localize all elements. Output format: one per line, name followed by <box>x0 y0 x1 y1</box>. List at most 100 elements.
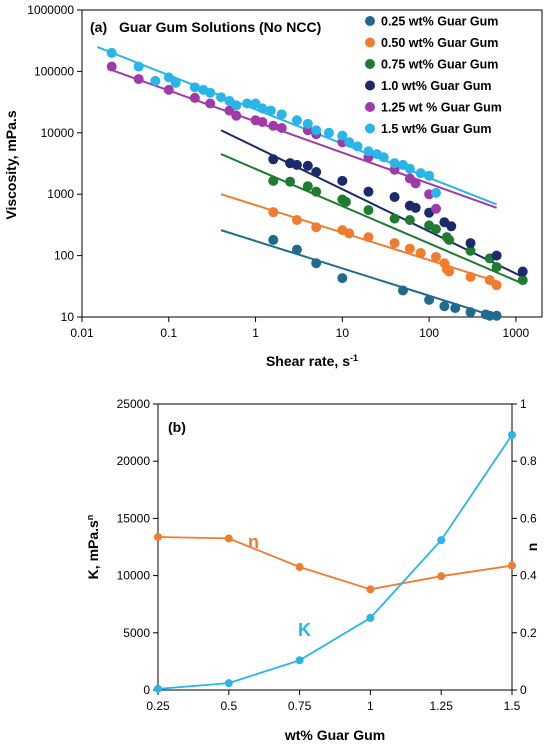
chart-b-x-tick-label: 1.25 <box>430 699 454 713</box>
chart-a-data-point <box>302 118 313 129</box>
chart-a-data-point <box>404 243 415 254</box>
chart-a-data-point <box>517 275 528 286</box>
chart-b-data-point <box>366 585 375 594</box>
chart-a-data-point <box>216 92 227 103</box>
chart-a-legend-marker <box>365 59 375 69</box>
chart-b-panel-label: (b) <box>168 419 186 435</box>
chart-a-data-point <box>311 258 322 269</box>
chart-a-xlabel: Shear rate, s-1 <box>266 353 358 369</box>
chart-a-data-point <box>491 250 502 261</box>
chart-a-fit-lines <box>96 46 524 318</box>
chart-a-y-tick-label: 10000 <box>41 126 75 140</box>
chart-a-data-point <box>276 122 287 133</box>
chart-a-legend-marker <box>365 102 375 112</box>
chart-a-x-tick-label: 100 <box>419 326 439 340</box>
chart-b-data-point <box>224 534 233 543</box>
chart-a-data-point <box>337 273 348 284</box>
chart-a-legend: 0.25 wt% Guar Gum 0.50 wt% Guar Gum 0.75 w… <box>365 15 502 136</box>
chart-a-data-point <box>133 61 144 72</box>
chart-a-data-point <box>424 294 435 305</box>
chart-b-data-point <box>224 679 233 688</box>
chart-a-data-point <box>323 127 334 138</box>
chart-a-data-point <box>424 170 435 181</box>
chart-a-data-point <box>439 301 450 312</box>
chart-b-x-tick-label: 0.75 <box>288 699 312 713</box>
chart-a-data-point <box>340 196 351 207</box>
chart-a-plot-area <box>81 9 543 318</box>
chart-a-x-tick-label: 1 <box>252 326 259 340</box>
chart-a-data-point <box>491 280 502 291</box>
chart-a-data-point <box>242 98 253 109</box>
chart-a-legend-marker <box>365 123 375 134</box>
chart-a-data-point <box>352 141 363 152</box>
chart-a-xlabel-text: Shear rate, s <box>266 353 350 369</box>
chart-a-data-point <box>397 285 408 296</box>
chart-b-ylabel-text: K, mPa.s <box>85 520 101 579</box>
chart-a-data-point <box>484 310 495 321</box>
chart-a-y-tick-label: 1000 <box>47 187 74 201</box>
chart-a-data-point <box>291 159 302 170</box>
chart-b-x-tick-label: 1 <box>367 699 374 713</box>
chart-a-data-point <box>291 215 302 226</box>
chart-a-data-point <box>311 166 322 177</box>
chart-a-ylabel: Viscosity, mPa.s <box>3 110 19 219</box>
chart-b-data-point <box>437 572 446 581</box>
chart-a-data-point <box>410 202 421 213</box>
chart-a-legend-entry: 0.25 wt% Guar Gum <box>381 15 498 29</box>
chart-a-data-point <box>389 238 400 249</box>
chart-a-data-point <box>285 176 296 187</box>
chart-b-plot-area <box>157 403 513 691</box>
chart-a-data-point <box>106 61 117 72</box>
chart-a-legend-entry: 0.75 wt% Guar Gum <box>381 58 498 72</box>
chart-b-annotation-n: n <box>248 532 259 552</box>
chart-a-data-point <box>415 248 426 259</box>
chart-a-data-point <box>337 130 348 141</box>
chart-b-y-tick-label: 5000 <box>123 626 150 640</box>
chart-a-data-point <box>224 105 235 116</box>
chart-b-data-point <box>508 430 516 439</box>
chart-a-data-point <box>150 75 161 86</box>
chart-b-series-line <box>157 434 513 690</box>
chart-a-data-point <box>163 72 174 83</box>
chart-b-data-point <box>154 684 162 693</box>
chart-a-data-point <box>302 181 313 192</box>
chart-b-y-tick-label: 25000 <box>117 397 151 411</box>
chart-a-data-point <box>311 186 322 197</box>
chart-a-fit-line <box>220 193 497 283</box>
chart-a-title: (a) Guar Gum Solutions (No NCC) <box>90 19 321 35</box>
chart-a-y-tick-label: 100 <box>54 249 74 263</box>
chart-a-data-point <box>276 109 287 120</box>
chart-a-data-point <box>344 228 355 239</box>
chart-a-data-point <box>311 125 322 136</box>
chart-b-xlabel: wt% Guar Gum <box>284 727 385 743</box>
chart-a-data-point <box>415 168 426 179</box>
chart-a-data-point <box>444 266 455 277</box>
chart-b-data-point <box>295 563 304 572</box>
chart-b-ticks: 0.25 0.5 0.75 1 1.25 1.5 0 5000 10000 15000 20000 2… <box>117 397 537 713</box>
chart-a-data-point <box>491 310 502 321</box>
chart-b-y2label: n <box>524 543 540 552</box>
viscosity-chart: 0.01 0.1 1 10 100 1000 10 100 1000 10000 100000 100… <box>3 3 543 369</box>
chart-a-data-point <box>337 175 348 186</box>
chart-b-y2-tick-label: 0 <box>520 683 527 697</box>
chart-a-title-text: Guar Gum Solutions (No NCC) <box>119 19 321 35</box>
chart-b-y2-tick-label: 0.8 <box>520 454 537 468</box>
chart-a-data-point <box>363 232 374 243</box>
chart-b-data-point <box>366 613 375 622</box>
chart-a-panel-label: (a) <box>90 19 107 35</box>
chart-a-data-point <box>517 266 528 277</box>
chart-a-data-point <box>231 100 242 111</box>
chart-a-legend-marker <box>365 37 375 48</box>
chart-b-y-tick-label: 10000 <box>117 569 151 583</box>
chart-a-legend-entry: 1.25 wt % Guar Gum <box>381 101 502 115</box>
chart-a-data-point <box>291 244 302 255</box>
chart-a-legend-marker <box>365 16 375 26</box>
chart-a-legend-entry: 1.0 wt% Guar Gum <box>381 79 491 93</box>
chart-a-x-tick-label: 0.1 <box>160 326 177 340</box>
chart-a-data-point <box>257 116 268 127</box>
chart-a-y-tick-label: 100000 <box>34 64 74 78</box>
power-law-chart: 0.25 0.5 0.75 1 1.25 1.5 0 5000 10000 15000 20000 2… <box>85 397 540 743</box>
chart-b-y2-tick-label: 1 <box>520 397 527 411</box>
chart-a-data-point <box>404 215 415 226</box>
